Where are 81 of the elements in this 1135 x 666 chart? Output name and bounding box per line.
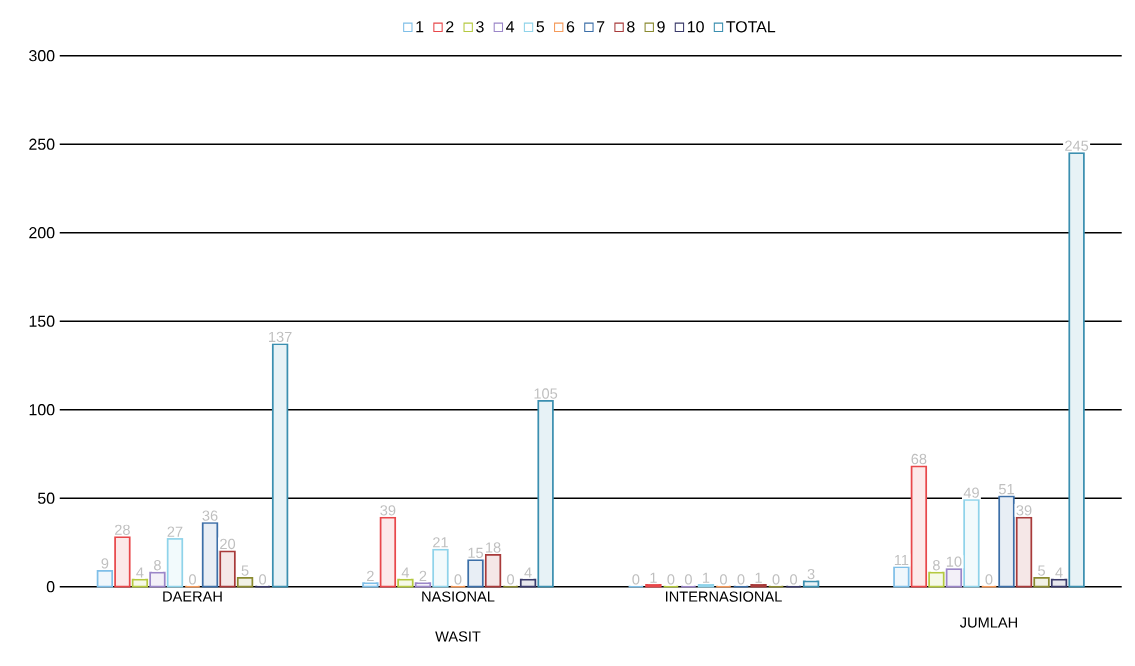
data-label: 11	[894, 554, 909, 565]
data-label: 0	[985, 574, 993, 585]
bar	[96, 569, 114, 588]
data-label: 27	[167, 526, 183, 537]
bar	[379, 516, 397, 588]
data-label: 0	[737, 574, 745, 585]
data-label: 0	[454, 574, 462, 585]
data-label: 49	[963, 487, 979, 498]
data-label: 51	[998, 483, 1014, 495]
legend-label: 9	[657, 20, 665, 33]
legend-label: 4	[506, 21, 515, 32]
data-label: 4	[524, 567, 532, 578]
bar	[910, 465, 928, 588]
data-label: 1	[650, 572, 657, 583]
legend-label: 2	[446, 20, 454, 33]
bar	[397, 578, 414, 588]
bar	[114, 536, 131, 588]
legend-label: 8	[627, 20, 635, 33]
x-tick-label: DAERAH	[163, 591, 222, 602]
legend-label: 7	[597, 21, 605, 32]
bar	[362, 582, 379, 588]
y-tick-label: 100	[29, 403, 55, 416]
data-label: 0	[667, 574, 675, 585]
data-label: 8	[932, 559, 940, 571]
data-label: 39	[1016, 505, 1032, 516]
data-label: 9	[101, 558, 109, 569]
y-tick-label: 250	[29, 138, 55, 150]
data-label: 8	[154, 559, 161, 571]
bar	[484, 553, 502, 588]
y-tick-label: 50	[37, 492, 55, 504]
data-label: 68	[911, 453, 927, 464]
bar	[998, 495, 1015, 588]
data-label: 0	[632, 574, 640, 585]
data-label: 36	[202, 510, 218, 521]
legend-label: 6	[566, 20, 575, 33]
legend-label: 5	[536, 21, 545, 33]
legend-label: 3	[476, 20, 484, 33]
data-label: 10	[946, 556, 962, 567]
data-label: 2	[419, 570, 427, 581]
data-label: 4	[136, 567, 144, 578]
data-label: 1	[755, 572, 762, 583]
data-label: 137	[269, 331, 292, 342]
x-tick-label: JUMLAH	[960, 617, 1017, 628]
data-label: 20	[220, 538, 236, 549]
legend-label: TOTAL	[726, 20, 776, 33]
y-tick-label: 0	[46, 580, 55, 593]
bar	[928, 571, 945, 588]
x-axis-title: WASIT	[435, 631, 481, 642]
data-label: 2	[367, 570, 374, 581]
bar	[893, 566, 910, 588]
data-label: 15	[468, 547, 483, 558]
data-label: 5	[1038, 565, 1045, 576]
bar	[131, 578, 149, 588]
data-label: 18	[486, 542, 501, 553]
data-label: 0	[684, 574, 692, 585]
x-tick-label: INTERNASIONAL	[666, 591, 782, 602]
data-label: 0	[772, 574, 780, 585]
y-tick-label: 150	[29, 315, 55, 327]
data-label: 245	[1065, 140, 1089, 151]
data-label: 28	[115, 524, 130, 535]
bar	[271, 343, 289, 588]
data-label: 39	[380, 505, 396, 516]
bar	[802, 580, 820, 588]
bar	[201, 521, 219, 588]
data-label: 105	[534, 388, 558, 399]
data-label: 0	[259, 574, 267, 585]
data-label: 21	[433, 537, 448, 548]
data-label: 5	[241, 565, 249, 576]
legend-label: 10	[687, 20, 704, 33]
y-tick-label: 300	[29, 49, 55, 62]
data-label: 0	[189, 574, 196, 585]
x-tick-label: NASIONAL	[422, 591, 495, 602]
data-label: 0	[790, 574, 798, 585]
legend-label: 1	[416, 21, 424, 32]
data-label: 1	[703, 572, 710, 583]
data-label: 0	[507, 574, 515, 585]
data-label: 4	[1055, 567, 1063, 578]
data-label: 0	[719, 574, 727, 585]
data-label: 3	[807, 568, 815, 580]
y-tick-label: 200	[29, 226, 55, 239]
data-label: 4	[401, 567, 410, 578]
